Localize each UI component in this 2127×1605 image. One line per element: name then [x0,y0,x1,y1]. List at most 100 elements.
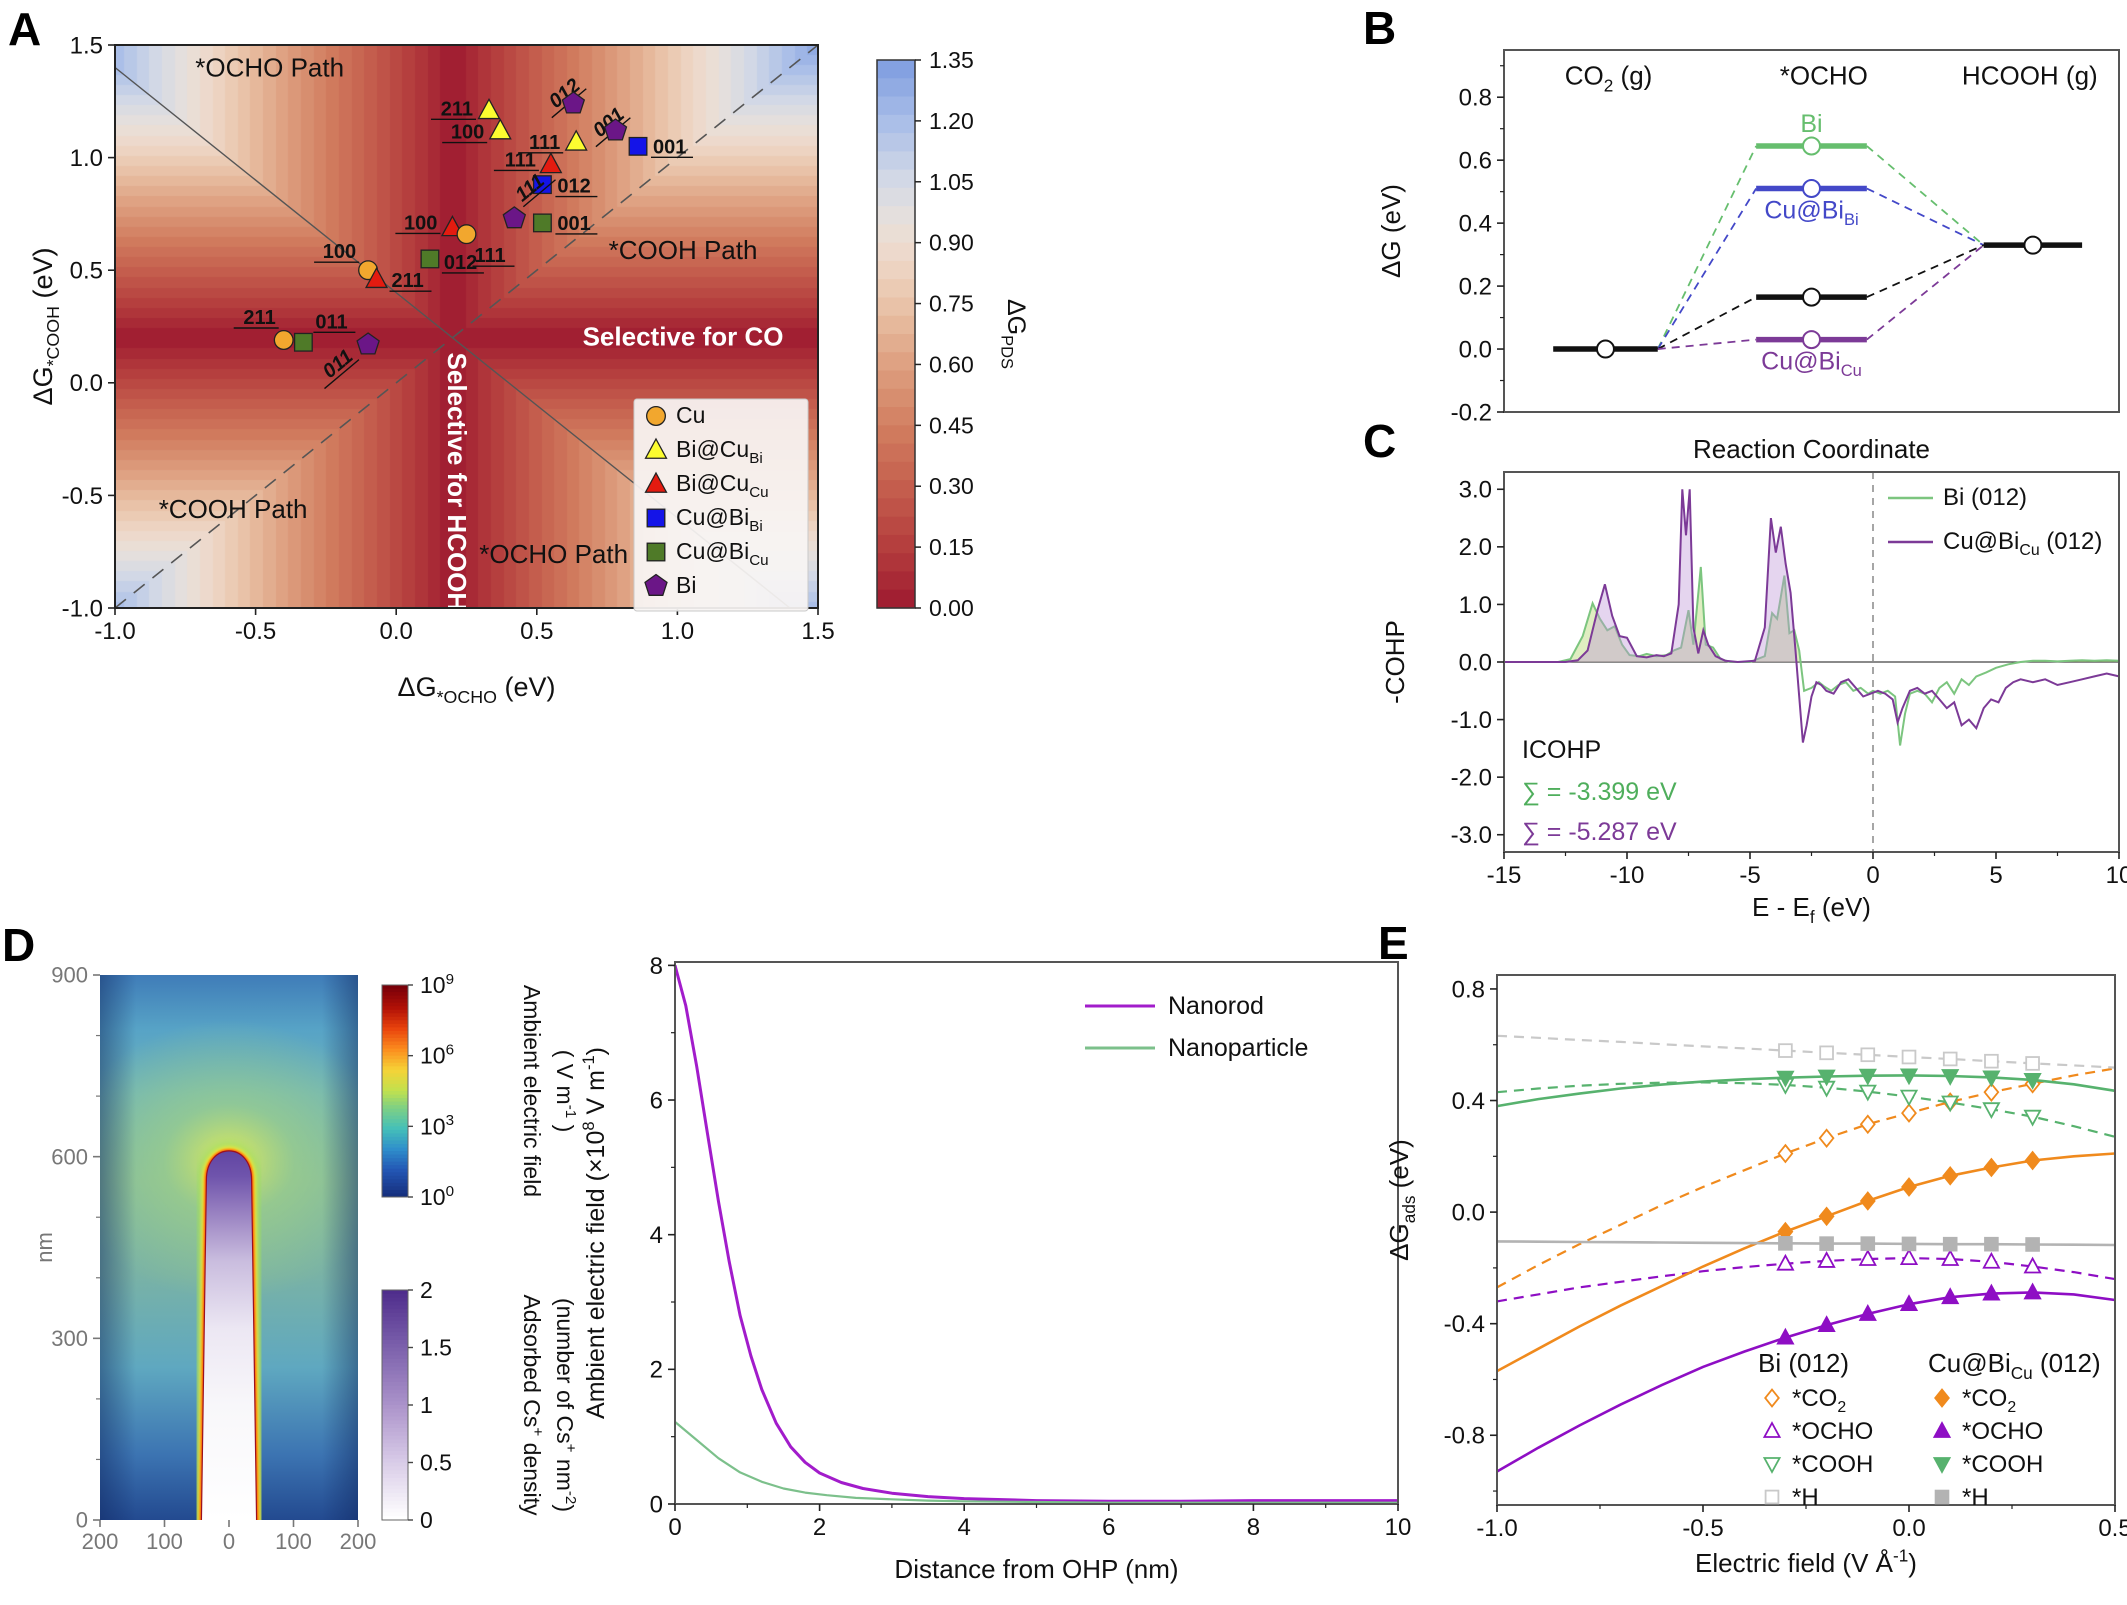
y-tick-label: 4 [650,1222,663,1249]
data-point [1899,1248,1919,1266]
data-point [2023,1072,2042,1090]
cs-colorbar-band [382,1297,408,1302]
data-point [1901,1049,1917,1065]
y-tick-label: 2.0 [1459,534,1492,561]
data-point [273,330,294,351]
facet-label-group: 211 [233,307,279,329]
x-tick-label: -5 [1739,862,1760,889]
y-tick-label: 3.0 [1459,477,1492,504]
x-tick-label: 0.5 [520,618,553,645]
legend-label: *H [1792,1484,1819,1511]
cs-colorbar-band [382,1339,408,1345]
cs-colorbar-band [382,1481,408,1486]
field-colorbar-band [382,988,408,993]
connector [1866,145,1985,246]
cs-colorbar-band [382,1389,408,1394]
icohp-title: ICOHP [1522,736,1601,764]
y-tick-label: 0.0 [70,370,103,397]
colorbar-band [877,297,915,317]
field-colorbar-band [382,1027,408,1032]
facet-label: 111 [475,245,506,267]
cs-colorbar-band [382,1489,408,1494]
data-point [1941,1287,1960,1305]
cs-colorbar-tick-label: 2 [420,1277,433,1303]
y-axis-label: ΔG*COOH (eV) [28,248,63,406]
ads-curve [1496,1256,2116,1303]
data-point [539,151,563,174]
data-point [293,332,313,352]
facet-label-group: 011 [319,345,360,390]
legend-box [633,398,809,612]
data-point [1983,1157,2000,1178]
colorbar-tick-label: 1.05 [929,169,974,195]
field-colorbar-band [382,999,408,1004]
field-colorbar-band [382,1073,408,1078]
y-axis-label: ΔGads (eV) [1384,1139,1419,1261]
colorbar-band [877,78,915,98]
y-tick-label: -0.8 [1444,1423,1485,1450]
colorbar-band [877,516,915,536]
panel-d-map: 200 100 0 100 200 900 600 300 0 nm 109 106 103 100 2 1.… [32,963,454,1554]
field-colorbar-tick-label: 109 [420,971,454,998]
field-colorbar-units: ( V m-1 ) [552,1050,579,1133]
cs-colorbar-band [382,1447,408,1452]
field-colorbar-band [382,1045,408,1050]
x-axis-label: Electric field (V Å-1) [1695,1546,1917,1578]
data-point [1860,1047,1876,1063]
data-point [603,118,628,141]
facet-label-group: 012 [555,176,598,198]
field-colorbar-band [382,1038,408,1043]
x-tick-label: 2 [813,1514,826,1541]
cs-colorbar-band [382,1485,408,1490]
x-tick-label: 0 [668,1514,681,1541]
y-tick-label: 0.8 [1459,85,1492,112]
field-colorbar-tick-label: 103 [420,1112,454,1139]
cs-colorbar-band [382,1462,408,1467]
field-colorbar-band [382,1119,408,1124]
data-point [1777,1143,1794,1164]
x-tick-label: 10 [2106,862,2127,889]
y-tick-label: 0.2 [1459,273,1492,300]
data-point [1984,1236,1999,1252]
y-tick-label: -1.0 [1451,707,1492,734]
panel-a: *OCHO Path *COOH Path *OCHO Path *COOH Path… [28,32,1030,707]
legend-label: *OCHO [1792,1418,1873,1445]
colorbar-band [877,553,915,573]
field-colorbar-band [382,1115,408,1120]
data-point [1818,1206,1835,1227]
data-point [1817,1251,1836,1268]
colorbar-band [877,334,915,353]
y-tick-label: 1.5 [70,32,103,59]
field-colorbar-band [382,1048,408,1053]
colorbar-band [877,589,915,609]
data-point [2023,1109,2042,1127]
field-colorbar-band [382,995,408,1000]
panel-d-plot: 0 2 4 6 8 10 0 2 4 6 8 Ambient electric field (×108… [580,953,1411,1584]
nanorod-shape [202,1151,256,1520]
legend-label: Cu@BiCu [676,538,769,569]
x-tick-label: 0.5 [2098,1515,2127,1542]
y-tick-label: 1.0 [70,145,103,172]
x-tick-label: -0.5 [235,618,276,645]
legend-header: Cu@BiCu (012) [1928,1348,2101,1383]
legend-marker [644,437,668,459]
region-annotation: Selective for HCOOH [442,353,472,612]
facet-underline [522,179,556,208]
field-colorbar-band [382,1098,408,1103]
field-colorbar-band [382,1122,408,1127]
cs-colorbar-band [382,1470,408,1475]
data-point [1899,1294,1919,1312]
field-colorbar-band [382,1126,408,1131]
field-curve [673,965,1398,1503]
colorbar-tick-label: 0.00 [929,595,974,621]
field-colorbar-band [382,1165,408,1170]
colorbar-band [877,187,915,207]
cs-colorbar-band [382,1385,408,1391]
cs-colorbar-tick-label: 1 [420,1392,433,1418]
facet-label-group: 111 [518,132,564,154]
level-circle [1802,136,1821,156]
legend-marker [1932,1421,1952,1438]
plot-frame [114,44,819,609]
colorbar-band [877,260,915,280]
cs-colorbar-band [382,1382,408,1387]
